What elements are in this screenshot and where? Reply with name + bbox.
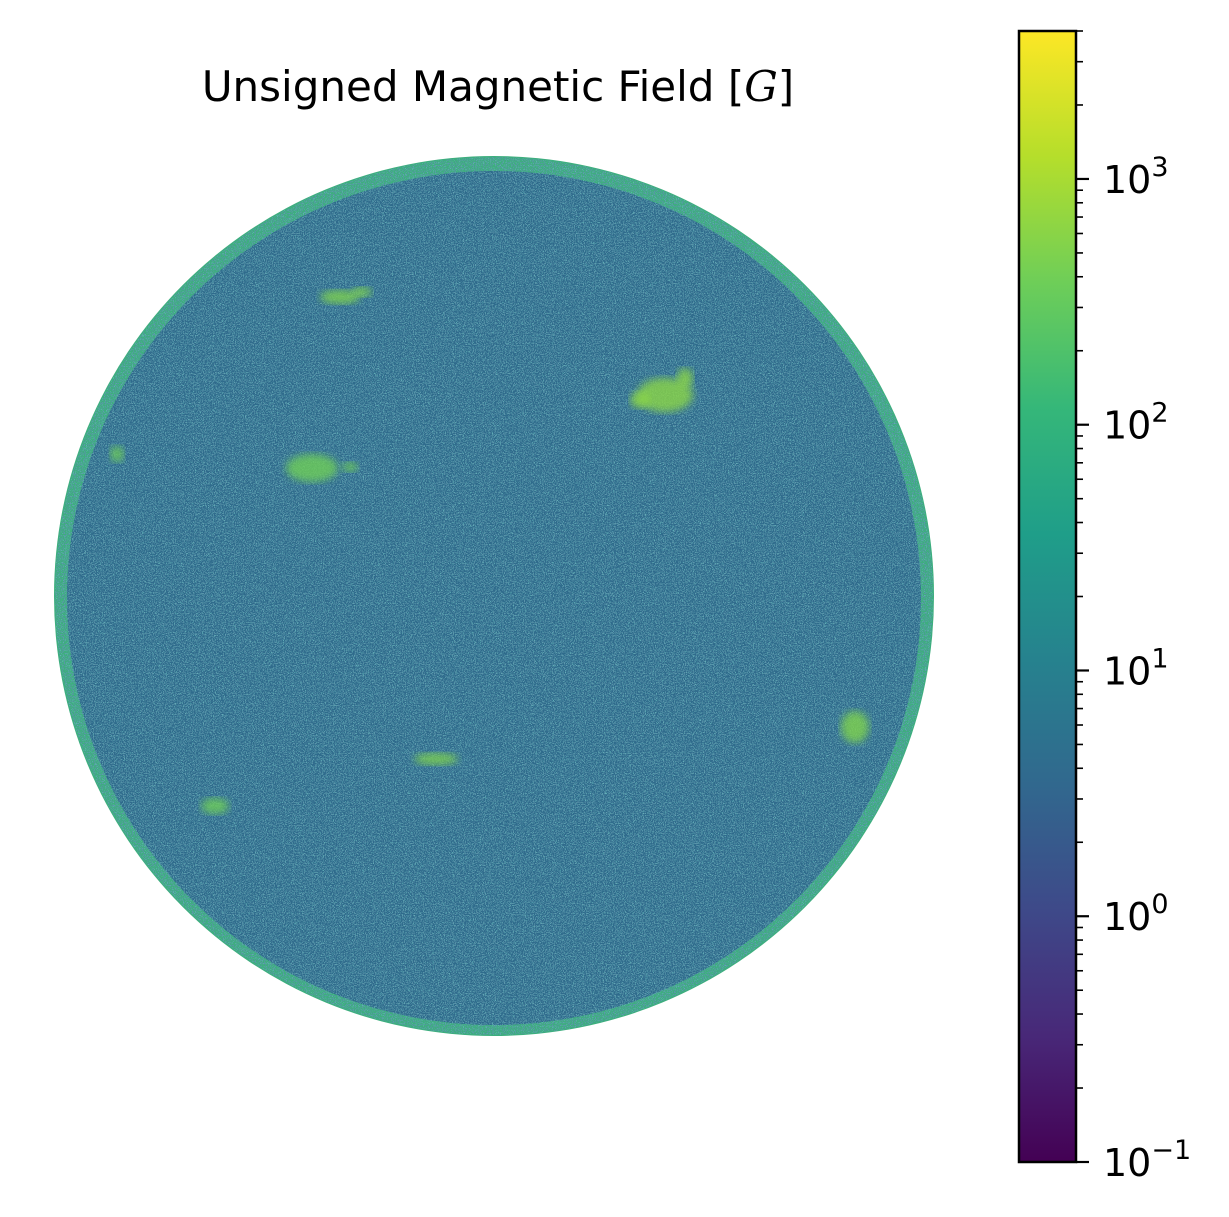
colorbar-gradient — [1017, 29, 1078, 1164]
active-region-east-limb — [110, 446, 124, 462]
colorbar-tick-label: 102 — [1103, 398, 1169, 448]
colorbar-tick-label: 101 — [1103, 643, 1169, 693]
colorbar-tick-label: 100 — [1103, 889, 1169, 939]
title-unit: G — [744, 62, 778, 111]
active-region-north-right-2 — [677, 368, 693, 388]
tick-label-exponent: 3 — [1151, 152, 1168, 183]
title-bracket-open: [ — [727, 62, 745, 111]
colorbar-tick-label: 10−1 — [1103, 1135, 1191, 1185]
solar-disk-map — [54, 156, 934, 1036]
title-bracket-close: ] — [777, 62, 795, 111]
tick-label-exponent: −1 — [1151, 1135, 1191, 1166]
active-region-north-left — [320, 290, 360, 304]
disk-noise-light — [55, 157, 933, 1035]
chart-title: Unsigned Magnetic Field [G] — [0, 62, 996, 111]
colorbar-tick-label: 103 — [1103, 152, 1169, 202]
active-region-west-limb — [841, 711, 869, 743]
active-region-north-right — [637, 378, 693, 412]
tick-label-base: 10 — [1103, 404, 1151, 448]
tick-label-exponent: 1 — [1151, 643, 1168, 674]
title-text: Unsigned Magnetic Field — [201, 62, 728, 111]
active-region-south-east — [201, 798, 229, 814]
tick-label-base: 10 — [1103, 1141, 1151, 1185]
tick-label-base: 10 — [1103, 158, 1151, 202]
active-regions — [110, 287, 869, 814]
active-region-center-left-1 — [342, 462, 358, 472]
tick-label-exponent: 2 — [1151, 398, 1168, 429]
active-region-center-left — [286, 454, 338, 482]
tick-label-base: 10 — [1103, 895, 1151, 939]
active-region-north-left-1 — [352, 287, 372, 297]
active-region-center-south — [414, 753, 458, 765]
tick-label-base: 10 — [1103, 649, 1151, 693]
active-region-north-right-1 — [630, 392, 650, 408]
tick-label-exponent: 0 — [1151, 889, 1168, 920]
